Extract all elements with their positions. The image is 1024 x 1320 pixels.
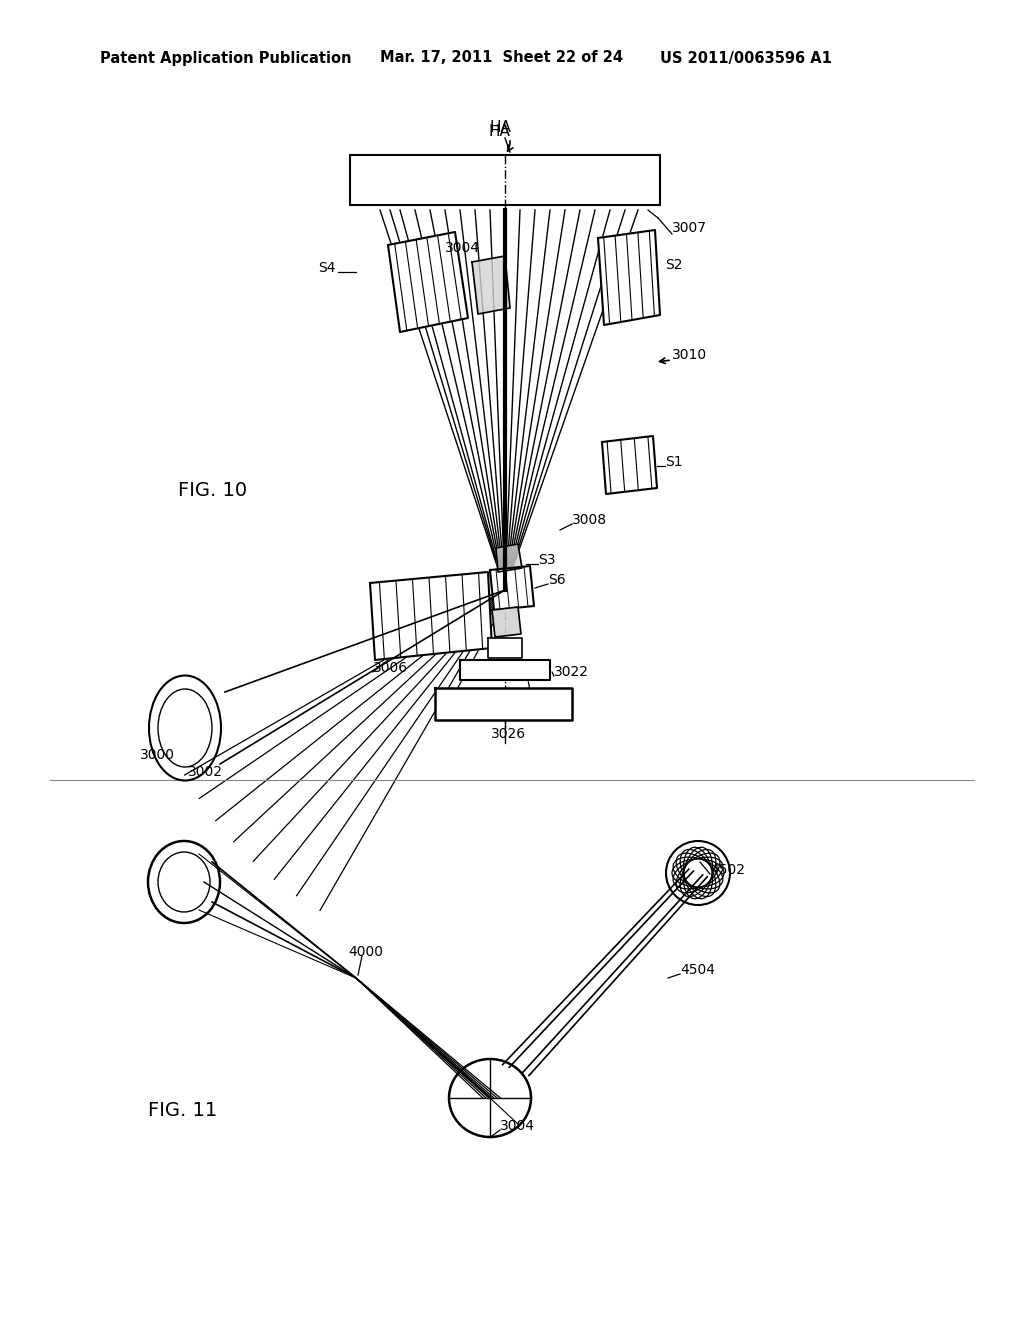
Text: S2: S2: [665, 257, 683, 272]
Text: 4504: 4504: [680, 964, 715, 977]
Polygon shape: [460, 660, 550, 680]
Polygon shape: [602, 436, 657, 494]
Text: S6: S6: [548, 573, 565, 587]
Polygon shape: [598, 230, 660, 325]
Text: FIG. 10: FIG. 10: [178, 480, 247, 499]
Text: 3006: 3006: [373, 661, 409, 675]
Text: HA: HA: [489, 120, 511, 136]
Text: FIG. 11: FIG. 11: [148, 1101, 217, 1119]
Text: Mar. 17, 2011  Sheet 22 of 24: Mar. 17, 2011 Sheet 22 of 24: [380, 50, 623, 66]
Text: S1: S1: [665, 455, 683, 469]
Text: S4: S4: [318, 261, 336, 275]
Text: US 2011/0063596 A1: US 2011/0063596 A1: [660, 50, 831, 66]
Polygon shape: [472, 256, 510, 314]
Polygon shape: [492, 607, 521, 638]
Text: 3002: 3002: [188, 766, 223, 779]
Polygon shape: [490, 566, 534, 610]
Text: 4502: 4502: [710, 863, 745, 876]
Text: 3000: 3000: [140, 748, 175, 762]
Text: 4000: 4000: [348, 945, 383, 960]
Text: S3: S3: [538, 553, 555, 568]
Polygon shape: [435, 688, 572, 719]
Text: Patent Application Publication: Patent Application Publication: [100, 50, 351, 66]
Text: 3024: 3024: [534, 700, 569, 713]
Text: 3022: 3022: [554, 665, 589, 678]
Polygon shape: [488, 638, 522, 657]
Text: 3004: 3004: [500, 1119, 535, 1133]
Text: 3008: 3008: [572, 513, 607, 527]
Polygon shape: [370, 572, 492, 660]
Text: 3026: 3026: [490, 727, 525, 741]
Text: 3010: 3010: [672, 348, 708, 362]
Bar: [350, 154, 660, 205]
Polygon shape: [496, 544, 522, 572]
Text: 3004: 3004: [445, 242, 480, 255]
Polygon shape: [388, 232, 468, 333]
Text: S5: S5: [442, 690, 460, 705]
Text: 3007: 3007: [672, 220, 707, 235]
Text: HA: HA: [488, 124, 510, 140]
